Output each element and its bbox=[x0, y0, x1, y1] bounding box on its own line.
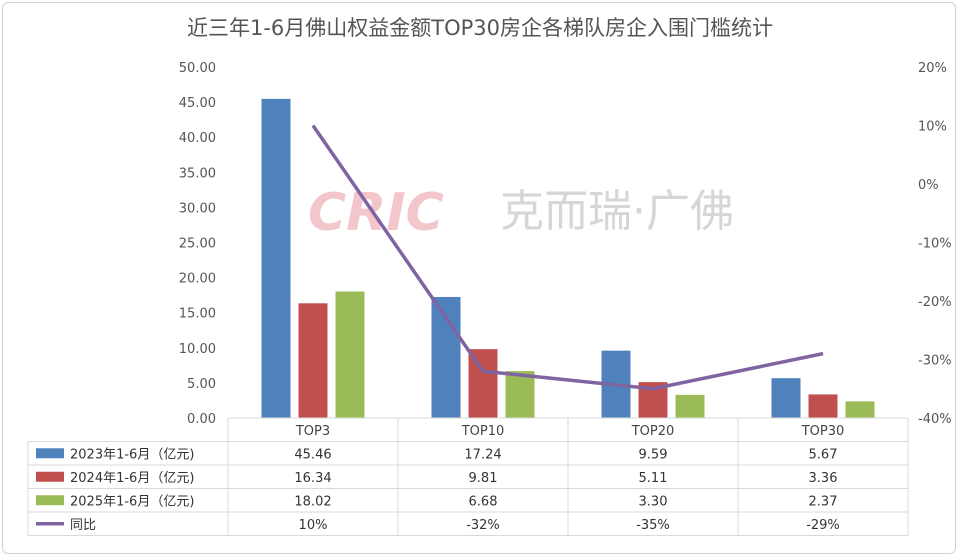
yoy-line-path bbox=[311, 124, 824, 391]
data-label: 3.36 bbox=[809, 471, 838, 486]
bar bbox=[505, 371, 535, 418]
bar bbox=[771, 378, 801, 418]
left-axis-ticks: 0.00 5.00 10.00 15.00 20.00 25.00 30.00 35.00 40… bbox=[179, 61, 216, 427]
left-axis-tick-label: 5.00 bbox=[187, 377, 216, 392]
left-axis-tick-label: 10.00 bbox=[179, 342, 216, 357]
bar bbox=[845, 401, 875, 418]
right-axis-tick-label: 20% bbox=[918, 61, 947, 76]
bars bbox=[228, 98, 908, 419]
legend-label: 同比 bbox=[70, 518, 96, 533]
chart-title: 近三年1-6月佛山权益金额TOP30房企各梯队房企入围门槛统计 bbox=[186, 16, 774, 40]
data-label: 16.34 bbox=[294, 471, 331, 486]
left-axis-tick-label: 25.00 bbox=[179, 237, 216, 252]
bar bbox=[261, 98, 291, 419]
right-axis-tick-label: -20% bbox=[918, 295, 952, 310]
data-label: 5.11 bbox=[639, 471, 668, 486]
data-label: 5.67 bbox=[809, 447, 838, 462]
bar bbox=[675, 394, 705, 418]
right-axis-tick-label: -10% bbox=[918, 237, 952, 252]
right-axis-tick-label: 0% bbox=[918, 178, 939, 193]
left-axis-tick-label: 45.00 bbox=[179, 96, 216, 111]
data-label: 2.37 bbox=[809, 494, 838, 509]
data-label: 45.46 bbox=[294, 447, 331, 462]
legend-swatch bbox=[36, 471, 64, 482]
watermark-logo: CRIC bbox=[308, 183, 444, 243]
data-label: 9.81 bbox=[469, 471, 498, 486]
watermark: CRIC 克而瑞·广佛 bbox=[308, 183, 734, 243]
data-label: -32% bbox=[466, 518, 500, 533]
bar bbox=[808, 394, 838, 418]
left-axis-tick-label: 35.00 bbox=[179, 166, 216, 181]
data-label: 17.24 bbox=[464, 447, 501, 462]
data-table: TOP3 TOP10 TOP20 TOP30 2023年1-6月（亿元) 45.46 17.… bbox=[27, 418, 909, 536]
legend-label: 2024年1-6月（亿元) bbox=[70, 471, 194, 486]
legend-label: 2023年1-6月（亿元) bbox=[70, 447, 194, 462]
data-label: 9.59 bbox=[639, 447, 668, 462]
left-axis-tick-label: 30.00 bbox=[179, 201, 216, 216]
data-label: 10% bbox=[299, 518, 328, 533]
left-axis-tick-label: 20.00 bbox=[179, 272, 216, 287]
right-axis-tick-label: 10% bbox=[918, 120, 947, 135]
bar bbox=[468, 349, 498, 418]
left-axis-tick-label: 15.00 bbox=[179, 307, 216, 322]
data-label: 6.68 bbox=[469, 494, 498, 509]
left-axis-tick-label: 40.00 bbox=[179, 131, 216, 146]
legend-swatch bbox=[36, 495, 64, 506]
legend-swatch bbox=[36, 448, 64, 459]
watermark-text: 克而瑞·广佛 bbox=[500, 186, 734, 237]
data-label: 3.30 bbox=[639, 494, 668, 509]
category-label: TOP20 bbox=[631, 424, 675, 439]
yoy-line bbox=[311, 124, 824, 391]
data-label: -29% bbox=[806, 518, 840, 533]
category-label: TOP3 bbox=[295, 424, 330, 439]
right-axis-tick-label: -30% bbox=[918, 354, 952, 369]
category-label: TOP10 bbox=[461, 424, 505, 439]
data-label: 18.02 bbox=[294, 494, 331, 509]
data-label: -35% bbox=[636, 518, 670, 533]
bar bbox=[335, 291, 365, 418]
legend-label: 2025年1-6月（亿元) bbox=[70, 494, 194, 509]
category-label: TOP30 bbox=[801, 424, 845, 439]
right-axis-tick-label: -40% bbox=[918, 412, 952, 427]
right-axis-ticks: 20% 10% 0% -10% -20% -30% -40% bbox=[918, 61, 952, 427]
bar bbox=[298, 303, 328, 418]
left-axis-tick-label: 0.00 bbox=[187, 412, 216, 427]
left-axis-tick-label: 50.00 bbox=[179, 61, 216, 76]
